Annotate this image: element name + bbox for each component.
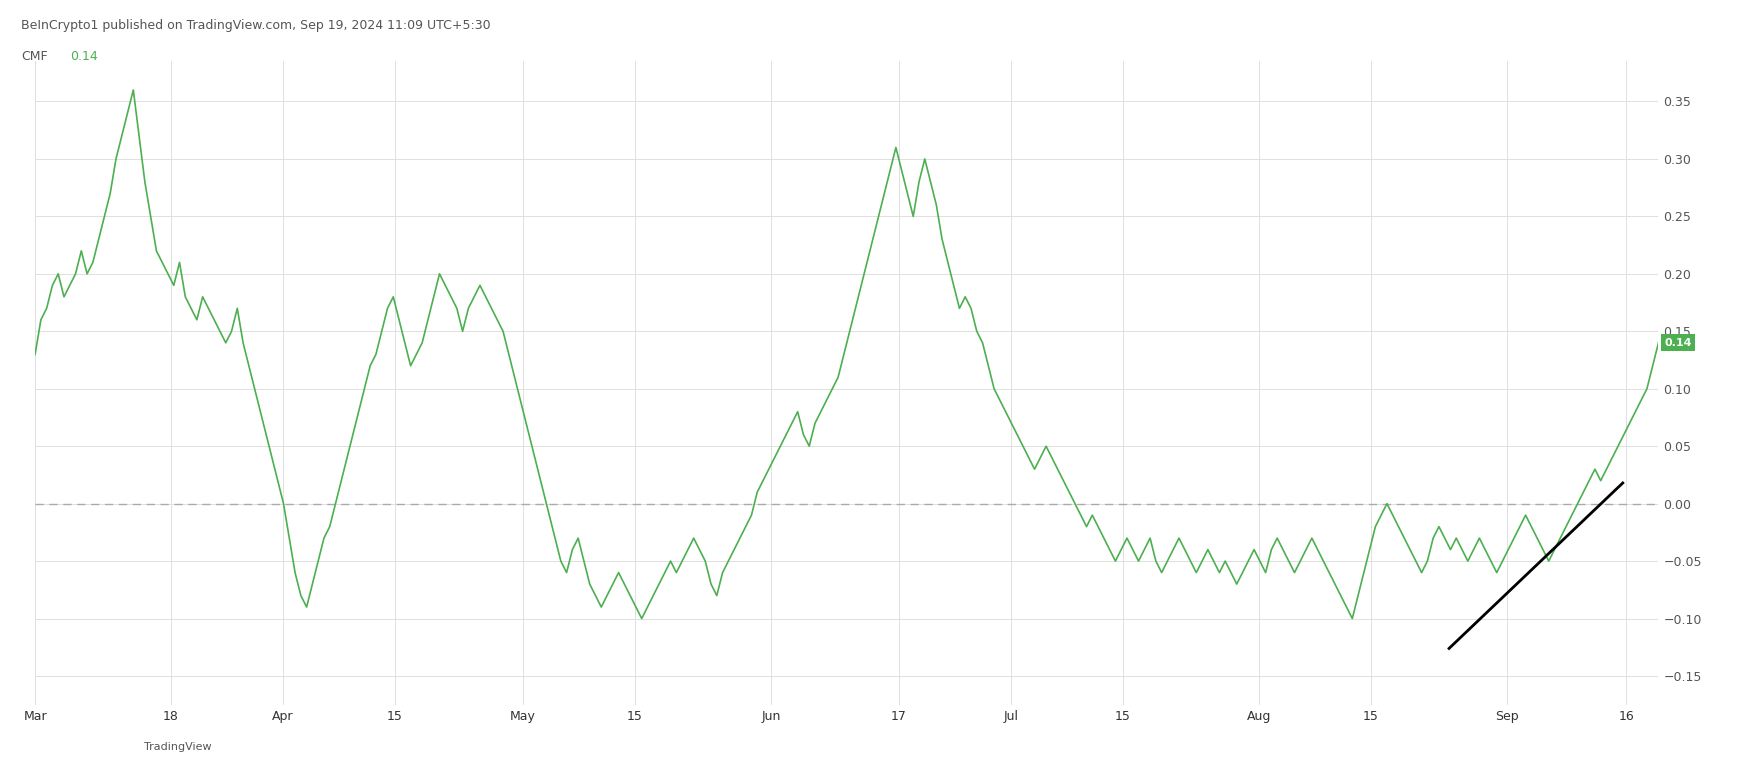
Text: 0.14: 0.14: [1664, 338, 1692, 348]
Text: TV: TV: [70, 738, 86, 748]
Text: 0.14: 0.14: [70, 50, 98, 63]
Text: BeInCrypto1 published on TradingView.com, Sep 19, 2024 11:09 UTC+5:30: BeInCrypto1 published on TradingView.com…: [21, 19, 491, 32]
Text: CMF: CMF: [21, 50, 47, 63]
Text: TradingView: TradingView: [144, 741, 212, 752]
